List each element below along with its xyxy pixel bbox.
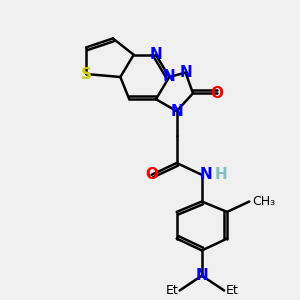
Text: H: H bbox=[215, 167, 227, 182]
Text: CH₃: CH₃ bbox=[252, 195, 275, 208]
Text: Et: Et bbox=[165, 284, 178, 297]
Text: N: N bbox=[196, 268, 208, 283]
Text: N: N bbox=[200, 167, 213, 182]
Text: N: N bbox=[163, 70, 175, 85]
Text: N: N bbox=[150, 47, 162, 62]
Text: N: N bbox=[170, 103, 183, 118]
Text: O: O bbox=[145, 167, 158, 182]
Text: O: O bbox=[210, 86, 223, 101]
Text: S: S bbox=[81, 67, 92, 82]
Text: Et: Et bbox=[226, 284, 238, 297]
Text: N: N bbox=[179, 65, 192, 80]
